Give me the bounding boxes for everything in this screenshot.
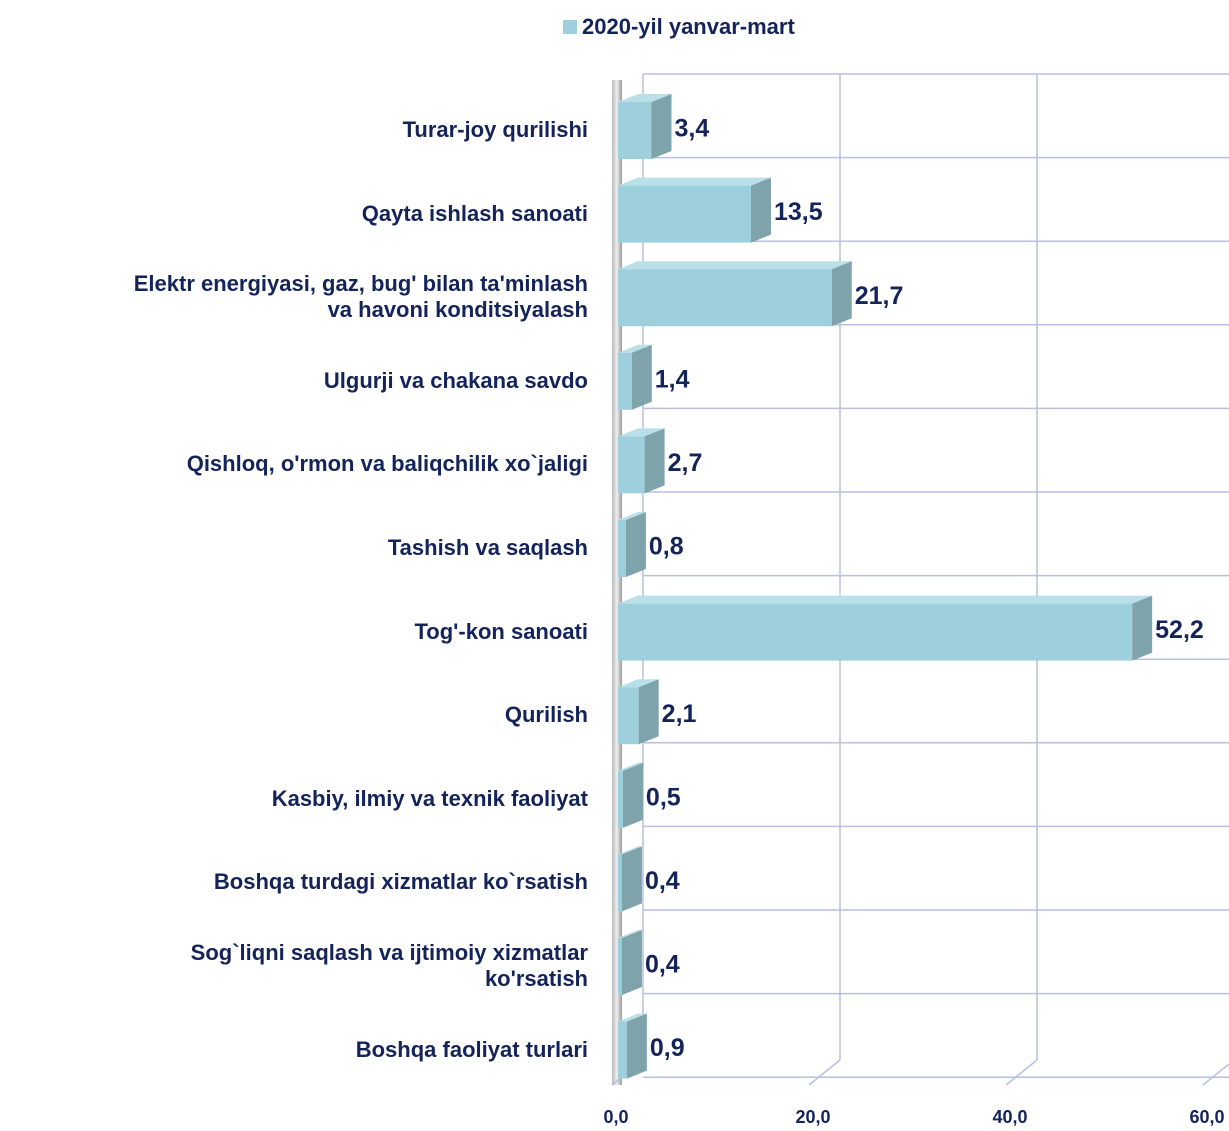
category-label: Boshqa turdagi xizmatlar ko`rsatish xyxy=(213,869,588,895)
bar xyxy=(618,352,632,410)
bar-top xyxy=(618,512,646,520)
bar-side xyxy=(631,344,652,410)
bar xyxy=(618,102,652,159)
bar-top xyxy=(618,1013,647,1022)
x-tick-label: 0,0 xyxy=(603,1107,628,1127)
category-label: Boshqa faoliyat turlari xyxy=(355,1036,588,1062)
category-label: Turar-joy qurilishi xyxy=(402,117,588,142)
bar xyxy=(618,854,622,912)
bar-top xyxy=(618,595,1153,604)
data-label: 0,5 xyxy=(646,783,681,811)
bar xyxy=(618,436,645,494)
data-label: 0,9 xyxy=(650,1034,685,1062)
bar xyxy=(618,770,623,828)
bar-side xyxy=(1132,595,1153,661)
bar xyxy=(618,938,622,995)
x-tick-label: 40,0 xyxy=(992,1107,1027,1127)
bar xyxy=(618,1021,627,1079)
bar-top xyxy=(618,177,771,186)
data-label: 2,1 xyxy=(662,700,697,728)
bar xyxy=(618,603,1133,661)
bar xyxy=(618,687,639,745)
bar-top xyxy=(618,94,672,102)
bar-side xyxy=(651,94,672,159)
data-label: 1,4 xyxy=(655,365,690,393)
data-label: 0,8 xyxy=(649,533,684,561)
x-tick-label: 60,0 xyxy=(1189,1107,1224,1127)
bar-side xyxy=(644,428,665,494)
bar-side xyxy=(625,512,646,577)
bar-side xyxy=(621,846,642,912)
data-label: 13,5 xyxy=(774,198,823,226)
bar-side xyxy=(831,261,852,327)
category-label: Qurilish xyxy=(504,702,588,728)
data-label: 52,2 xyxy=(1155,616,1204,644)
category-label: Kasbiy, ilmiy va texnik faoliyat xyxy=(271,785,588,811)
bar xyxy=(618,269,832,327)
category-label: Elektr energiyasi, gaz, bug' bilan ta'mi… xyxy=(133,271,588,323)
bar-top xyxy=(618,930,642,938)
category-label: Qayta ishlash sanoati xyxy=(361,200,588,226)
legend-swatch xyxy=(563,20,577,34)
x-tick-label: 20,0 xyxy=(795,1107,830,1127)
bar-top xyxy=(618,344,652,353)
category-label: Tashish va saqlash xyxy=(387,535,588,560)
data-label: 0,4 xyxy=(645,951,680,979)
bar xyxy=(618,185,751,243)
category-label: Ulgurji va chakana savdo xyxy=(323,367,588,393)
bar-side xyxy=(626,1013,647,1079)
bar-top xyxy=(618,428,665,437)
bar xyxy=(618,520,626,577)
data-label: 0,4 xyxy=(645,867,680,895)
tick-mark xyxy=(1202,1063,1229,1086)
bar-top xyxy=(618,762,643,771)
bar-top xyxy=(618,261,852,270)
bar-side xyxy=(621,930,642,995)
bar-side xyxy=(638,679,659,745)
category-label: Sog`liqni saqlash va ijtimoiy xizmatlar … xyxy=(190,940,588,991)
left-wall xyxy=(612,80,622,1085)
bar-top xyxy=(618,679,659,688)
data-label: 3,4 xyxy=(674,115,709,143)
category-label: Qishloq, o'rmon va baliqchilik xo`jaligi xyxy=(186,451,588,477)
data-label: 2,7 xyxy=(668,449,703,477)
bar-side xyxy=(750,177,771,243)
tick-mark xyxy=(808,1059,841,1086)
legend-label: 2020-yil yanvar-mart xyxy=(582,14,795,39)
tick-mark xyxy=(1005,1059,1038,1086)
data-label: 21,7 xyxy=(855,282,904,310)
bar-side xyxy=(622,762,643,828)
category-label: Tog'-kon sanoati xyxy=(414,618,589,644)
bar-top xyxy=(618,846,642,855)
